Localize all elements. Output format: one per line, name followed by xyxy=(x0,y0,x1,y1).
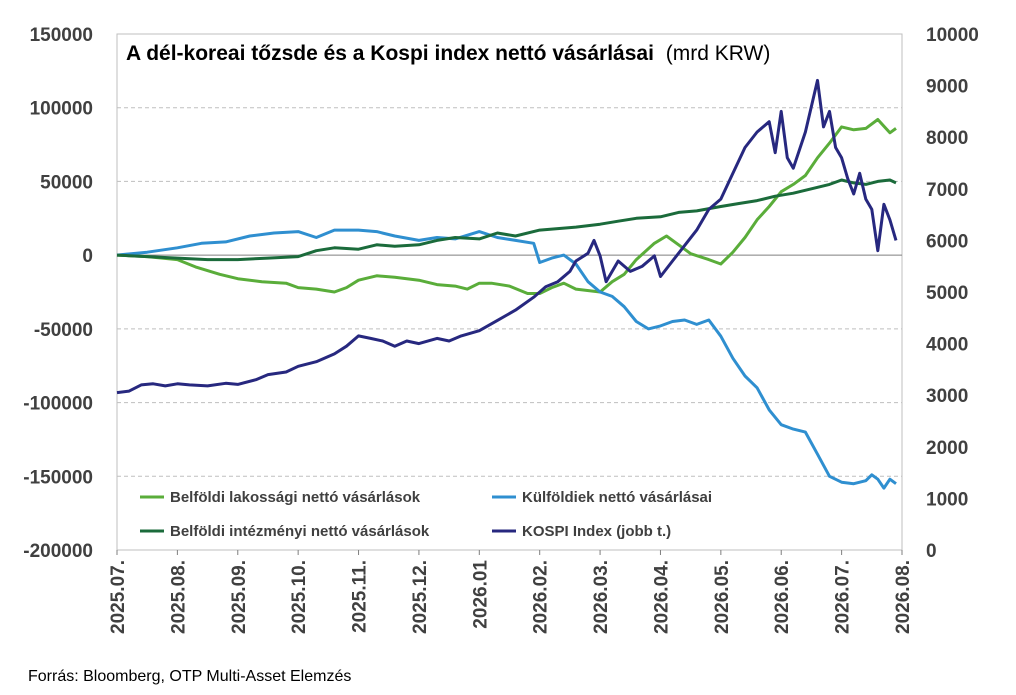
y-right-tick-label: 5000 xyxy=(926,283,968,304)
y-right-tick-label: 4000 xyxy=(926,335,968,356)
source-note: Forrás: Bloomberg, OTP Multi-Asset Elemz… xyxy=(28,668,352,685)
series-line-1 xyxy=(116,228,897,490)
x-tick-label: 2026.06. xyxy=(772,560,793,634)
plot-frame xyxy=(116,33,903,551)
y-left-tick-label: -100000 xyxy=(23,394,93,415)
y-right-tick-label: 9000 xyxy=(926,77,968,98)
series-line-0 xyxy=(116,118,897,295)
y-left-tick-label: -50000 xyxy=(34,320,93,341)
chart-title-group: A dél-koreai tőzsde és a Kospi index net… xyxy=(126,42,770,65)
y-left-tick-label: 0 xyxy=(82,246,93,267)
gridlines xyxy=(117,107,902,477)
y-left-tick-label: 150000 xyxy=(30,25,93,46)
x-tick-label: 2026.02. xyxy=(531,560,552,634)
chart-title-text: A dél-koreai tőzsde és a Kospi index net… xyxy=(126,42,654,65)
legend-label: Külföldiek nettó vásárlásai xyxy=(522,489,712,506)
x-tick-label: 2026.08. xyxy=(893,560,914,634)
x-tick-label: 2026.03. xyxy=(591,560,612,634)
y-right-tick-label: 10000 xyxy=(926,25,979,46)
legend-label: KOSPI Index (jobb t.) xyxy=(522,523,671,540)
y-right-tick-label: 3000 xyxy=(926,386,968,407)
x-tick-label: 2026.04. xyxy=(651,560,672,634)
legend-label: Belföldi intézményi nettó vásárlások xyxy=(170,523,430,540)
y-right-tick-label: 8000 xyxy=(926,128,968,149)
x-tick-label: 2025.12. xyxy=(410,560,431,634)
y-right-tick-label: 7000 xyxy=(926,180,968,201)
y-right-tick-label: 1000 xyxy=(926,489,968,510)
y-right-tick-label: 2000 xyxy=(926,438,968,459)
chart-title-unit: (mrd KRW) xyxy=(666,42,771,65)
y-right-tick-label: 0 xyxy=(926,541,937,562)
x-tick-label: 2025.11. xyxy=(350,560,371,633)
x-tick-label: 2025.09. xyxy=(229,560,250,634)
y-left-tick-label: 100000 xyxy=(30,99,93,120)
series-lines xyxy=(116,78,898,490)
y-left-tick-label: 50000 xyxy=(40,172,93,193)
x-tick-label: 2025.10. xyxy=(289,560,310,634)
y-right-tick-label: 6000 xyxy=(926,231,968,252)
tick-labels: 150000100000500000-50000-100000-150000-2… xyxy=(23,25,979,634)
legend-label: Belföldi lakossági nettó vásárlások xyxy=(170,489,421,506)
legend: Belföldi lakossági nettó vásárlások Külfö… xyxy=(140,489,712,540)
x-tick-label: 2026.07. xyxy=(833,560,854,634)
x-tick-label: 2025.07. xyxy=(108,560,129,634)
chart-title: A dél-koreai tőzsde és a Kospi index net… xyxy=(126,42,770,65)
y-left-tick-label: -150000 xyxy=(23,467,93,488)
x-tick-label: 2025.08. xyxy=(168,560,189,634)
x-tick-label: 2026.01 xyxy=(470,560,491,629)
y-left-tick-label: -200000 xyxy=(23,541,93,562)
series-line-3 xyxy=(116,78,898,395)
axes xyxy=(116,33,903,555)
x-tick-label: 2026.05. xyxy=(712,560,733,634)
series-line-2 xyxy=(116,178,897,262)
